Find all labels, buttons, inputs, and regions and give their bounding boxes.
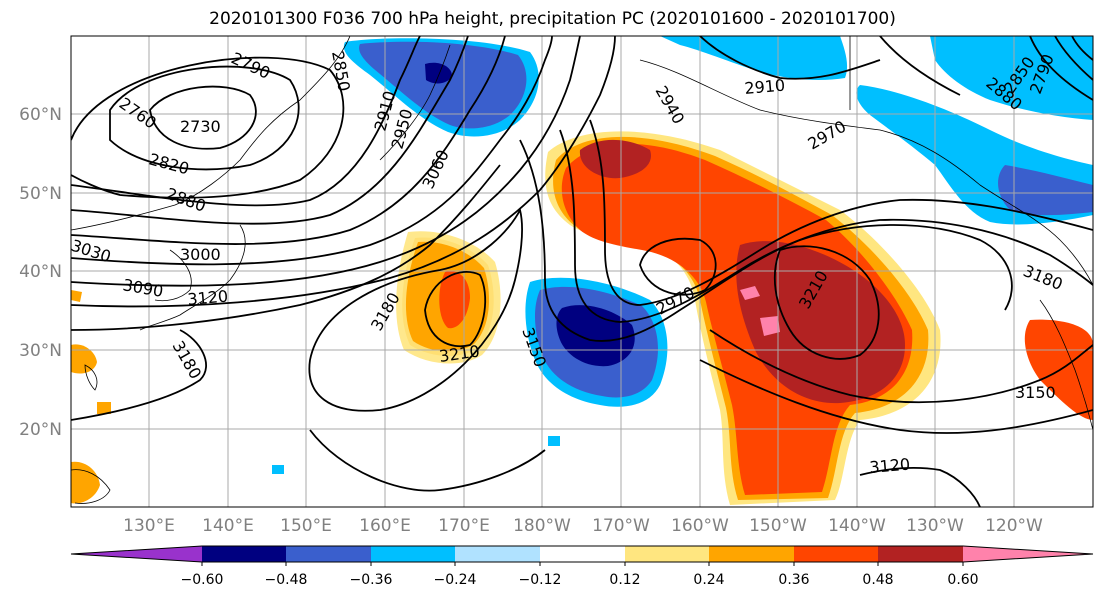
lon-label: 130°W [906, 516, 964, 536]
longitude-labels: 130°E 140°E 150°E 160°E 170°E 180°W 170°… [123, 516, 1043, 536]
colorbar-tick-label: 0.60 [947, 572, 978, 588]
colorbar-cells [70, 545, 1094, 563]
precip-area-neg-g [998, 165, 1093, 216]
precip-area-neg-i [548, 436, 560, 446]
colorbar-cell [286, 546, 371, 562]
coast-philippines [71, 469, 111, 504]
graticule [71, 36, 1093, 507]
contour-label: 3150 [1015, 383, 1056, 402]
lon-label: 160°W [671, 516, 729, 536]
colorbar-cell [963, 546, 1093, 562]
figure-title: 2020101300 F036 700 hPa height, precipit… [209, 9, 896, 29]
precip-area-g [71, 290, 82, 302]
colorbar-tick-label: −0.60 [181, 572, 224, 588]
precip-area-i [97, 402, 111, 414]
precip-positive-shading [71, 131, 1093, 506]
colorbar-cell [878, 546, 963, 562]
colorbar-tick-label: 0.24 [693, 572, 724, 588]
coast-japan [139, 224, 246, 331]
colorbar-cell [625, 546, 709, 562]
lat-label: 40°N [19, 262, 62, 282]
colorbar-tick-label: 0.12 [609, 572, 640, 588]
precip-area-0.60-b [760, 316, 780, 336]
height-contours [71, 36, 1093, 507]
latitude-labels: 60°N 50°N 40°N 30°N 20°N [19, 105, 62, 440]
colorbar-cell [202, 546, 286, 562]
coast-kamchatka [379, 44, 451, 161]
colorbar-cell [455, 546, 540, 562]
lon-label: 130°E [123, 516, 175, 536]
coast-taiwan [84, 364, 98, 391]
precip-area-0.60-a [740, 286, 760, 300]
precip-area-neg-j [272, 465, 284, 474]
colorbar-ticks [201, 562, 964, 566]
map-area: 2790 2850 2760 2730 2820 2880 2910 2950 … [71, 36, 1093, 507]
lon-label: 160°E [359, 516, 411, 536]
contour-label: 3000 [180, 245, 221, 264]
lon-label: 120°W [985, 516, 1043, 536]
lon-label: 150°E [280, 516, 332, 536]
precip-area-neg-h [930, 36, 1093, 120]
colorbar-cell [540, 546, 625, 562]
precip-area-neg-c3 [556, 305, 635, 367]
lat-label: 60°N [19, 105, 62, 125]
lon-label: 140°E [202, 516, 254, 536]
precip-area-neg-0.36 [359, 41, 527, 129]
contour-label: 2730 [180, 117, 221, 136]
lon-label: 140°W [828, 516, 886, 536]
precip-area-neg-0.48-a [425, 62, 452, 84]
precip-area-h [71, 461, 100, 504]
lat-label: 20°N [19, 420, 62, 440]
precip-area-f [71, 344, 97, 374]
colorbar-tick-label: 0.48 [862, 572, 893, 588]
colorbar-tick-label: 0.36 [778, 572, 809, 588]
colorbar-tick-labels: −0.60 −0.48 −0.36 −0.24 −0.12 0.12 0.24 … [181, 572, 979, 588]
colorbar-tick-label: −0.48 [265, 572, 308, 588]
colorbar: −0.60 −0.48 −0.36 −0.24 −0.12 0.12 0.24 … [70, 545, 1094, 588]
lat-label: 50°N [19, 184, 62, 204]
colorbar-cell [71, 546, 202, 562]
map-frame [70, 35, 1094, 508]
contour-label: 3120 [869, 455, 911, 477]
colorbar-cell [709, 546, 794, 562]
colorbar-tick-label: −0.36 [350, 572, 393, 588]
colorbar-cell [371, 546, 455, 562]
colorbar-cell [794, 546, 878, 562]
lon-label: 180°W [513, 516, 571, 536]
lon-label: 150°W [749, 516, 807, 536]
contour-label: 3120 [187, 287, 229, 309]
coast-korea [154, 249, 192, 302]
lon-label: 170°W [592, 516, 650, 536]
colorbar-tick-label: −0.12 [519, 572, 562, 588]
precip-negative-shading [272, 36, 1093, 474]
coast-alaska [639, 59, 1093, 286]
lat-label: 30°N [19, 341, 62, 361]
precip-area-neg-e [660, 36, 848, 80]
svg-text:2910: 2910 [744, 76, 786, 98]
coastlines [71, 36, 1093, 504]
lon-label: 170°E [438, 516, 490, 536]
colorbar-tick-label: −0.24 [434, 572, 477, 588]
precip-area-0.36-d [439, 271, 470, 329]
